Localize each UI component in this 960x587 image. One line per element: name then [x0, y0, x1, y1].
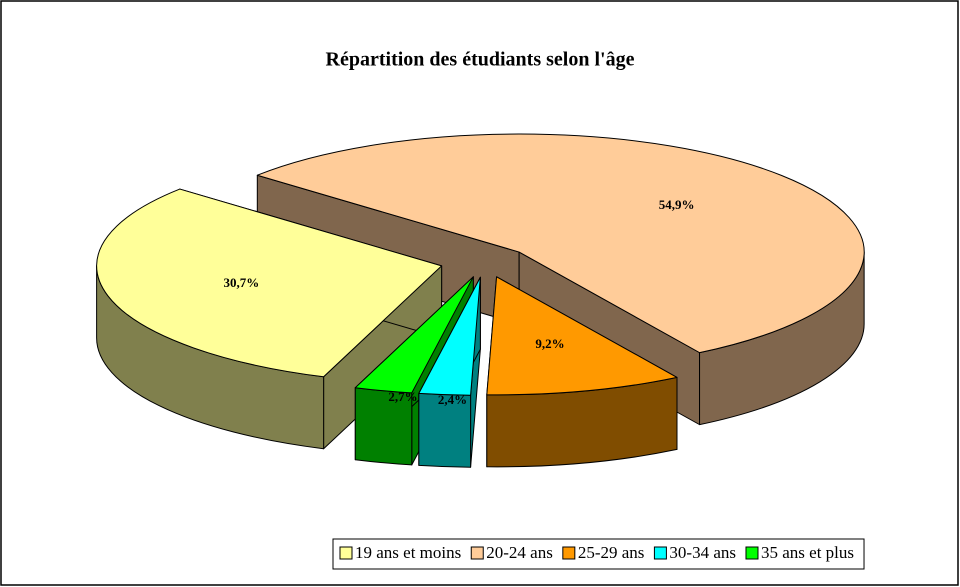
data-label: 2,4% — [438, 392, 467, 407]
slice — [418, 276, 481, 396]
legend-label: 20-24 ans — [486, 543, 553, 562]
legend-label: 35 ans et plus — [761, 543, 854, 562]
legend-label: 30-34 ans — [669, 543, 736, 562]
legend-swatch — [653, 546, 667, 560]
legend-swatch — [562, 546, 576, 560]
data-label: 30,7% — [224, 275, 260, 290]
data-label: 2,7% — [388, 389, 417, 404]
legend-swatch — [470, 546, 484, 560]
slice — [486, 276, 678, 396]
legend — [332, 538, 865, 570]
legend-swatch — [339, 546, 353, 560]
data-label: 9,2% — [535, 336, 564, 351]
data-label: 54,9% — [659, 197, 695, 212]
slice — [354, 276, 474, 394]
legend-label: 19 ans et moins — [355, 543, 461, 562]
slice — [256, 133, 865, 354]
legend-swatch — [745, 546, 759, 560]
slice — [96, 188, 443, 378]
legend-label: 25-29 ans — [578, 543, 645, 562]
chart-title: Répartition des étudiants selon l'âge — [326, 49, 635, 71]
